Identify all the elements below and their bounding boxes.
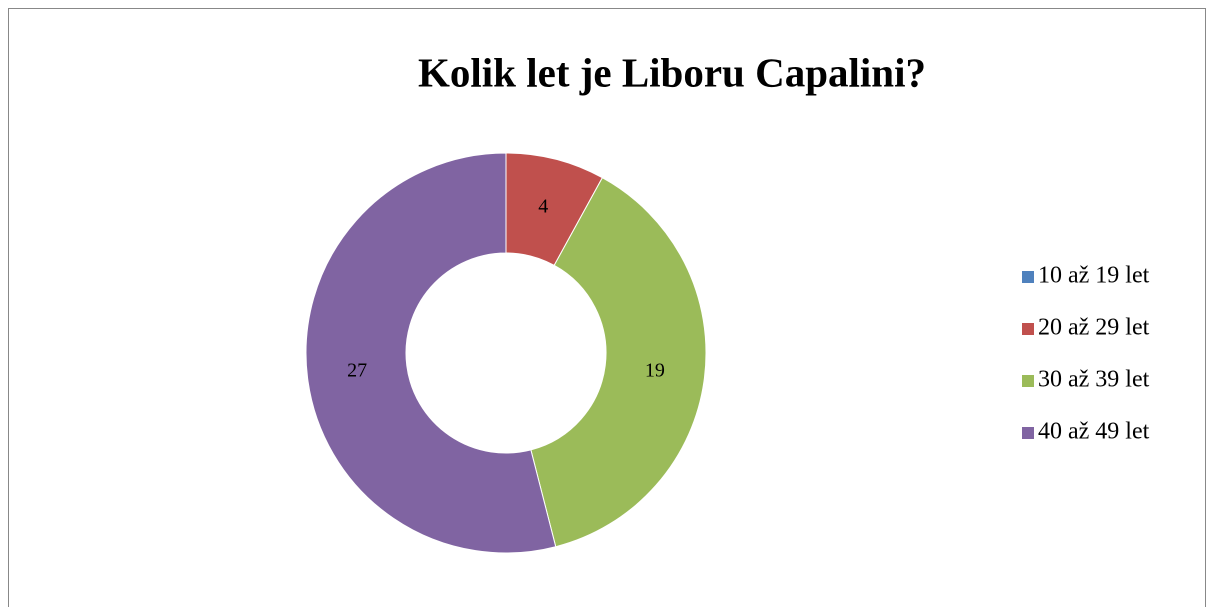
data-label: 4	[538, 195, 548, 217]
data-label: 19	[645, 359, 665, 381]
legend-label: 10 až 19 let	[1038, 263, 1150, 289]
legend-swatch	[1022, 323, 1034, 335]
donut-slice	[305, 152, 557, 554]
legend-label: 20 až 29 let	[1038, 315, 1150, 341]
chart-title: Kolik let je Liboru Capalini?	[418, 49, 926, 95]
legend-swatch	[1022, 375, 1034, 387]
legend-swatch	[1022, 427, 1034, 439]
legend-label: 40 až 49 let	[1038, 419, 1150, 445]
legend-swatch	[1022, 271, 1034, 283]
donut-slice	[530, 177, 707, 548]
data-label: 27	[347, 359, 367, 381]
legend-label: 30 až 39 let	[1038, 367, 1150, 393]
